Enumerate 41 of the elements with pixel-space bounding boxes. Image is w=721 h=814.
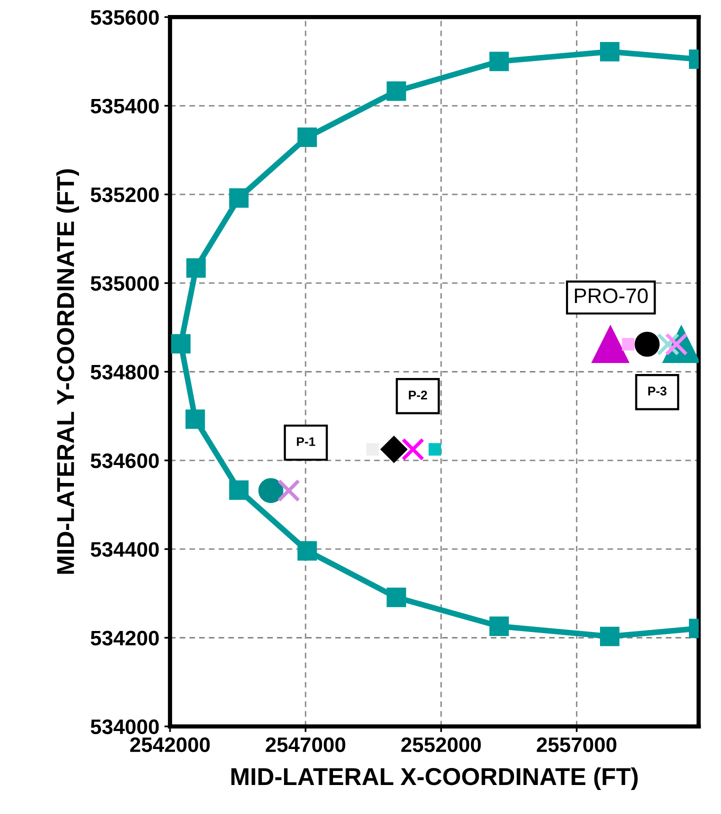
point (386, 588, 406, 608)
annotation: P-1 (296, 437, 316, 446)
annotation: P-2 (408, 390, 428, 400)
y-tick-label: 534600 (90, 453, 159, 468)
point (171, 334, 191, 354)
y-tick-label: 534400 (90, 542, 159, 557)
point (229, 188, 249, 208)
y-tick-label: 534200 (90, 630, 159, 646)
point (428, 443, 442, 456)
y-tick-label: 535400 (90, 98, 159, 114)
point (622, 338, 634, 351)
x-axis-title: MID-LATERAL X-COORDINATE (FT) (231, 767, 638, 790)
point (297, 128, 317, 147)
point (489, 52, 509, 72)
point (186, 409, 205, 429)
point (592, 326, 630, 364)
y-tick-label: 535200 (90, 187, 159, 202)
annotation: PRO-70 (574, 288, 648, 304)
y-tick-label: 534800 (90, 364, 159, 380)
x-tick-label: 2542000 (130, 737, 210, 752)
y-tick-label: 534000 (90, 719, 159, 734)
x-tick-label: 2552000 (401, 737, 481, 752)
point (380, 436, 408, 463)
y-tick-label: 535000 (90, 276, 159, 291)
point (600, 626, 620, 646)
y-tick-label: 535600 (90, 10, 159, 25)
y-axis-title: MID-LATERAL Y-COORDINATE (FT) (56, 169, 79, 574)
point (634, 332, 660, 357)
point (186, 258, 206, 278)
point (386, 81, 406, 101)
point (277, 479, 300, 502)
point (489, 616, 509, 636)
point (366, 443, 379, 456)
point (297, 541, 317, 561)
x-tick-label: 2547000 (266, 737, 346, 752)
x-tick-label: 2557000 (536, 737, 616, 752)
point (600, 42, 620, 62)
annotation: P-3 (648, 386, 666, 396)
point (258, 478, 284, 504)
point (229, 480, 249, 500)
point (401, 438, 424, 461)
